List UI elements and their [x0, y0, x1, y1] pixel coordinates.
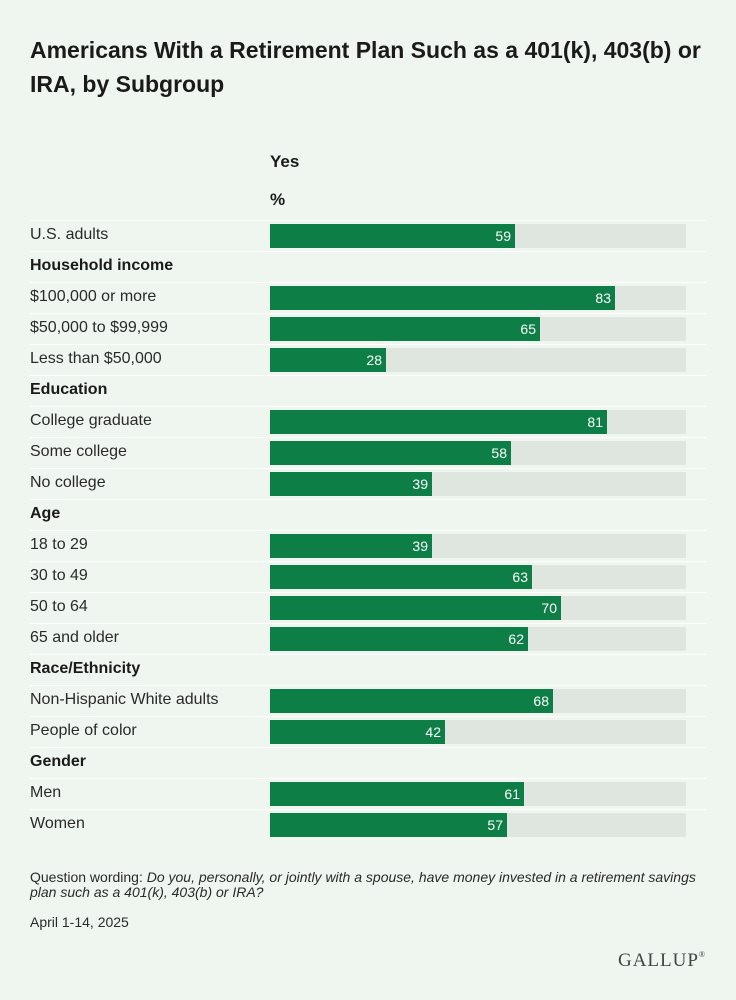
- bar-value-label: 28: [366, 352, 382, 368]
- bar-track: 81: [270, 410, 686, 434]
- bar: [270, 286, 615, 310]
- bar-track: 42: [270, 720, 686, 744]
- bar: [270, 689, 553, 713]
- column-header-yes: Yes: [270, 152, 300, 171]
- chart-title: Americans With a Retirement Plan Such as…: [30, 37, 701, 97]
- bar-row: 50 to 64 70: [30, 592, 706, 623]
- question-wording-prefix: Question wording:: [30, 869, 147, 885]
- bar-value-label: 57: [487, 817, 503, 833]
- category-label: Men: [30, 784, 62, 801]
- bar-row: Non-Hispanic White adults 68: [30, 685, 706, 716]
- bar-row: No college 39: [30, 468, 706, 499]
- bar-track: 39: [270, 472, 686, 496]
- category-label: College graduate: [30, 412, 152, 429]
- bar: [270, 782, 524, 806]
- category-label: 50 to 64: [30, 598, 88, 615]
- bar-value-label: 61: [504, 786, 520, 802]
- bar-row: $50,000 to $99,999 65: [30, 313, 706, 344]
- bar: [270, 813, 507, 837]
- category-label: $50,000 to $99,999: [30, 319, 168, 336]
- category-label: 18 to 29: [30, 536, 88, 553]
- group-header-row: Gender: [30, 747, 706, 778]
- registered-mark: ®: [698, 950, 706, 959]
- bar-row: 65 and older 62: [30, 623, 706, 654]
- group-label: Gender: [30, 753, 87, 770]
- bar: [270, 565, 532, 589]
- group-label: Race/Ethnicity: [30, 660, 141, 677]
- bar-value-label: 59: [495, 228, 511, 244]
- category-label: $100,000 or more: [30, 288, 157, 305]
- group-header-row: Education: [30, 375, 706, 406]
- bar-row: 18 to 29 39: [30, 530, 706, 561]
- bar-value-label: 83: [595, 290, 611, 306]
- category-label: Non-Hispanic White adults: [30, 691, 219, 708]
- category-label: Some college: [30, 443, 127, 460]
- bar-row: People of color 42: [30, 716, 706, 747]
- bar-track: 59: [270, 224, 686, 248]
- bar-track: 65: [270, 317, 686, 341]
- bar-row: $100,000 or more 83: [30, 282, 706, 313]
- bar-value-label: 62: [508, 631, 524, 647]
- group-label: Education: [30, 381, 108, 398]
- bar-value-label: 39: [412, 476, 428, 492]
- bar-row: Men 61: [30, 778, 706, 809]
- bar-track: 57: [270, 813, 686, 837]
- gallup-logo-text: GALLUP: [617, 950, 699, 971]
- category-label: U.S. adults: [30, 226, 109, 243]
- gallup-logo: GALLUP®: [618, 950, 706, 972]
- group-header-row: Age: [30, 499, 706, 530]
- category-label: People of color: [30, 722, 137, 739]
- bar-value-label: 63: [512, 569, 528, 585]
- bar-track: 70: [270, 596, 686, 620]
- bar-track: 61: [270, 782, 686, 806]
- bar: [270, 720, 445, 744]
- bar-row: Less than $50,000 28: [30, 344, 706, 375]
- column-header-percent: %: [270, 190, 286, 209]
- bar-row: Women 57: [30, 809, 706, 840]
- category-label: Less than $50,000: [30, 350, 162, 367]
- question-text: Do you, personally, or jointly with a sp…: [30, 869, 696, 900]
- bar-track: 28: [270, 348, 686, 372]
- bar-value-label: 81: [587, 414, 603, 430]
- bar: [270, 534, 432, 558]
- bar: [270, 224, 515, 248]
- bar-row: 30 to 49 63: [30, 561, 706, 592]
- bar-track: 63: [270, 565, 686, 589]
- bar-track: 62: [270, 627, 686, 651]
- group-header-row: Household income: [30, 251, 706, 282]
- bar-chart-rows: U.S. adults 59 Household income $100,000 or…: [30, 220, 706, 840]
- bar-value-label: 70: [541, 600, 557, 616]
- category-label: No college: [30, 474, 106, 491]
- group-header-row: Race/Ethnicity: [30, 654, 706, 685]
- question-wording: Question wording: Do you, personally, or…: [30, 870, 710, 900]
- bar-value-label: 68: [533, 693, 549, 709]
- bar: [270, 317, 540, 341]
- bar: [270, 596, 561, 620]
- group-label: Age: [30, 505, 61, 522]
- bar-track: 83: [270, 286, 686, 310]
- bar: [270, 472, 432, 496]
- bar: [270, 627, 528, 651]
- bar-value-label: 58: [491, 445, 507, 461]
- bar-value-label: 65: [520, 321, 536, 337]
- bar-row: College graduate 81: [30, 406, 706, 437]
- bar-value-label: 39: [412, 538, 428, 554]
- bar-row: U.S. adults 59: [30, 220, 706, 251]
- bar: [270, 348, 386, 372]
- bar-row: Some college 58: [30, 437, 706, 468]
- bar-track: 39: [270, 534, 686, 558]
- bar-track: 68: [270, 689, 686, 713]
- survey-date: April 1-14, 2025: [30, 914, 129, 930]
- bar-value-label: 42: [425, 724, 441, 740]
- category-label: Women: [30, 815, 85, 832]
- bar: [270, 410, 607, 434]
- bar: [270, 441, 511, 465]
- category-label: 65 and older: [30, 629, 119, 646]
- bar-track: 58: [270, 441, 686, 465]
- category-label: 30 to 49: [30, 567, 88, 584]
- group-label: Household income: [30, 257, 174, 274]
